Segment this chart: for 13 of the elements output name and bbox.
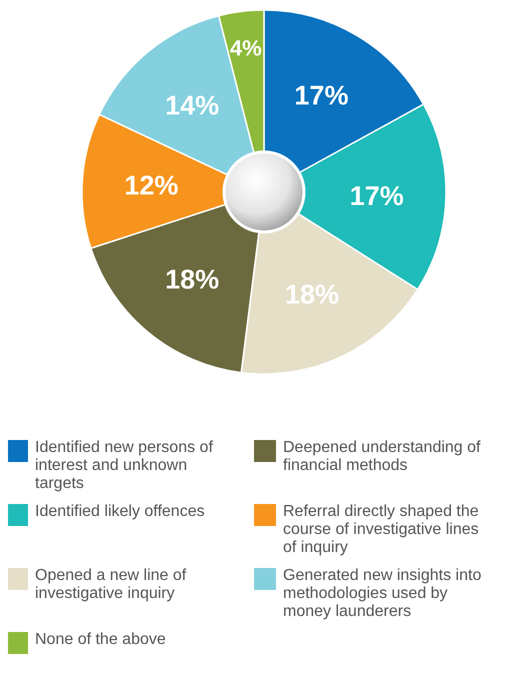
legend-label: Opened a new line of investigative inquiry	[35, 567, 187, 602]
legend-label: Identified likely offences	[35, 503, 205, 520]
data-label: 17%	[294, 80, 348, 110]
legend-label: Identified new persons of interest and unknown targets	[35, 439, 214, 492]
legend-label: Generated new insights into methodologies used by money launderers	[283, 567, 482, 620]
legend-label: Deepened understanding of financial methods	[283, 439, 482, 474]
data-label: 17%	[350, 180, 404, 211]
legend-label: None of the above	[35, 631, 166, 648]
data-label: 12%	[124, 170, 178, 200]
data-label: 18%	[165, 264, 220, 294]
legend-label: Referral directly shaped the course of investigative lines of inquiry	[283, 503, 479, 556]
data-label: 4%	[230, 35, 262, 60]
data-label: 14%	[165, 90, 220, 121]
